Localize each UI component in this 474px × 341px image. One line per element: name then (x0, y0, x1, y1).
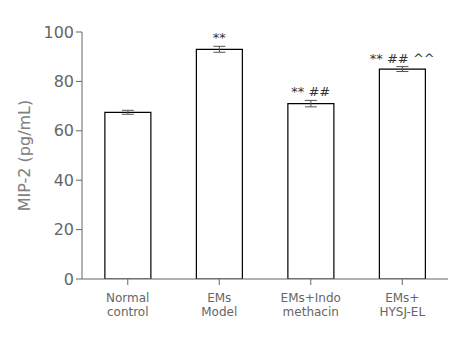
svg-text:100: 100 (43, 23, 74, 42)
svg-text:Normalcontrol: Normalcontrol (106, 291, 149, 319)
svg-text:40: 40 (54, 171, 74, 190)
svg-text:** ## ^^: ** ## ^^ (370, 51, 435, 66)
svg-text:80: 80 (54, 72, 74, 91)
svg-text:MIP-2 (pg/mL): MIP-2 (pg/mL) (15, 100, 34, 212)
svg-text:EMsModel: EMsModel (201, 291, 237, 319)
svg-text:20: 20 (54, 220, 74, 239)
svg-text:**: ** (213, 30, 227, 45)
svg-text:0: 0 (64, 270, 74, 289)
svg-text:EMs+Indomethacin: EMs+Indomethacin (281, 291, 341, 319)
svg-text:60: 60 (54, 121, 74, 140)
svg-text:** ##: ** ## (291, 84, 330, 99)
svg-text:EMs+HYSJ-EL: EMs+HYSJ-EL (379, 291, 425, 319)
